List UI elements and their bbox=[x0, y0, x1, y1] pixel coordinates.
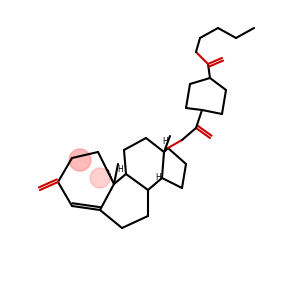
Circle shape bbox=[90, 168, 110, 188]
Text: H: H bbox=[162, 137, 168, 146]
Text: H: H bbox=[117, 166, 123, 175]
Circle shape bbox=[69, 149, 91, 171]
Text: H: H bbox=[155, 173, 161, 182]
